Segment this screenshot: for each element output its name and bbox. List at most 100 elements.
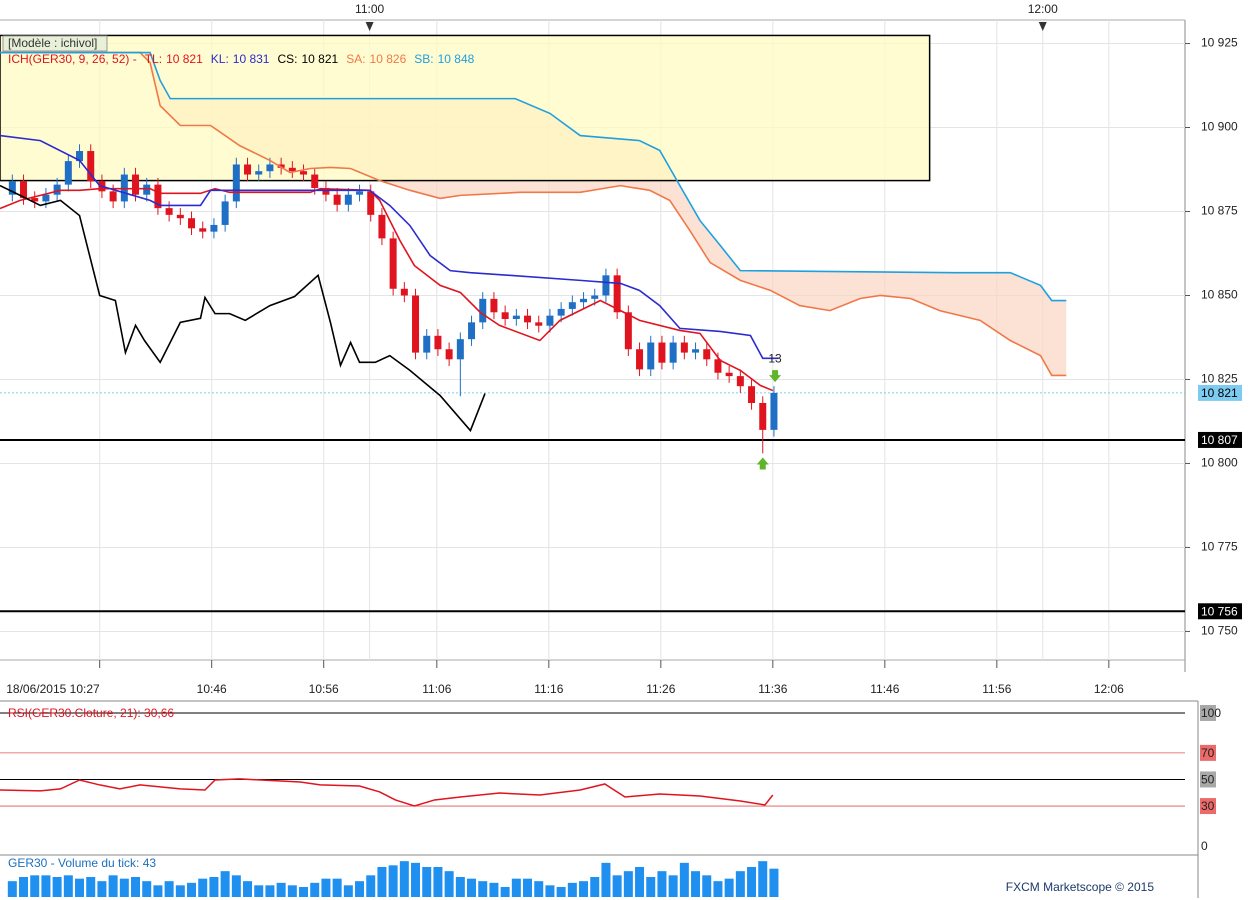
y-tick-label: 10 900 [1201, 120, 1238, 134]
candle-body [524, 315, 532, 323]
volume-bar [735, 871, 745, 897]
volume-bar [131, 877, 141, 897]
volume-bar [635, 867, 645, 897]
candle-body [456, 339, 464, 360]
volume-bar [175, 885, 185, 897]
candle-body [490, 298, 498, 313]
legend-value: 10 831 [233, 52, 270, 66]
candle-body [736, 376, 744, 387]
volume-bar [579, 881, 589, 897]
volume-bar [702, 875, 712, 897]
volume-bar [433, 867, 443, 897]
model-box [0, 34, 931, 182]
candle-body [636, 349, 644, 370]
candle-body [501, 312, 509, 320]
rsi-tick-label: 100 [1201, 706, 1221, 720]
volume-bar [679, 862, 689, 897]
volume-bar [478, 881, 488, 897]
model-label-box [2, 35, 108, 52]
volume-bar [19, 877, 29, 897]
volume-bar [399, 861, 409, 897]
candle-body [199, 228, 207, 232]
y-tick-label: 10 800 [1201, 456, 1238, 470]
volume-bar [366, 875, 376, 897]
rsi-tick-label: 50 [1201, 773, 1215, 787]
volume-bar [142, 881, 152, 897]
candle-body [311, 174, 319, 188]
candle-body [109, 191, 117, 202]
candle-body [266, 164, 274, 172]
candle-body [714, 359, 722, 373]
annotation: 13 [768, 351, 782, 365]
candle-body [759, 402, 767, 430]
volume-bar [422, 867, 432, 897]
top-x-tick [365, 22, 374, 31]
candle-body [132, 174, 140, 195]
volume-bar [377, 867, 387, 897]
x-tick-label: 10:56 [309, 682, 339, 696]
rsi-line [0, 778, 774, 807]
rsi-tick-box [1200, 744, 1216, 761]
candle-body [255, 171, 263, 175]
volume-bar [209, 877, 219, 897]
rsi-tick-label: 0 [1201, 839, 1208, 853]
top-x-tick [1038, 22, 1047, 31]
candle-body [356, 191, 364, 195]
volume-bar [489, 882, 499, 897]
candle-body [692, 349, 700, 353]
level-label-box [1198, 431, 1242, 448]
candle-body [400, 288, 408, 296]
legend-name: CS: [277, 52, 297, 66]
level-label-box [1198, 603, 1242, 620]
candle-body [445, 349, 453, 360]
candle-body [244, 164, 252, 175]
candle-body [232, 164, 240, 202]
volume-bar [332, 878, 342, 897]
candle-body [423, 335, 431, 353]
volume-bar [511, 878, 521, 897]
rsi-tick-box [1200, 798, 1216, 815]
legend-value: 10 821 [302, 52, 339, 66]
rsi-tick-box [1200, 771, 1216, 788]
volume-bar [612, 875, 622, 897]
volume-bar [75, 878, 85, 897]
candle-body [568, 302, 576, 309]
candle-body [658, 342, 666, 363]
volume-bar [198, 878, 208, 897]
candle-body [8, 181, 16, 195]
rsi-title: RSI(GER30.Cloture, 21): 30,66 [8, 706, 174, 720]
candle-body [221, 201, 229, 225]
volume-bar [455, 877, 465, 897]
x-tick-label: 11:16 [534, 682, 563, 696]
volume-bar [310, 882, 320, 897]
y-tick-label: 10 850 [1201, 288, 1238, 302]
volume-bar [231, 875, 241, 897]
candle-body [64, 161, 72, 185]
volume-bar [321, 878, 331, 897]
level-label: 10 756 [1201, 604, 1238, 618]
candle-body [53, 184, 61, 195]
volume-bar [153, 885, 163, 897]
volume-bar [556, 887, 566, 897]
x-tick-label: 12:06 [1094, 682, 1124, 696]
level-label: 10 807 [1201, 433, 1238, 447]
candle-body [647, 342, 655, 370]
candle-body [188, 218, 196, 229]
volume-bar [411, 862, 421, 897]
candle-body [535, 322, 543, 326]
candle-body [770, 392, 778, 430]
candle-body [468, 322, 476, 340]
top-x-tick-label: 12:00 [1028, 2, 1058, 16]
candle-body [412, 295, 420, 353]
candle-body [512, 315, 520, 320]
legend-name: TL: [145, 52, 162, 66]
candle-body [669, 342, 677, 363]
model-label: [Modèle : ichivol] [8, 36, 97, 50]
footer: FXCM Marketscope © 2015 [1006, 880, 1155, 894]
candle-body [389, 238, 397, 289]
volume-bar [758, 861, 768, 897]
candle-body [176, 214, 184, 219]
volume-bar [7, 881, 17, 897]
volume-bar [343, 885, 353, 897]
